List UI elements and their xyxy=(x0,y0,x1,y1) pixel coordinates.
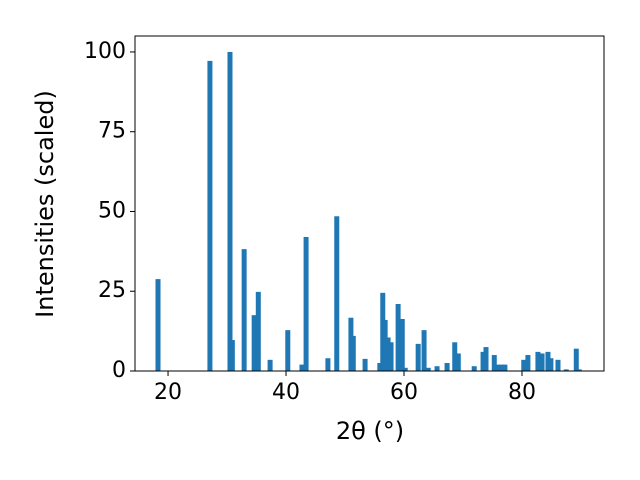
bar xyxy=(251,315,257,371)
y-tick-label: 75 xyxy=(98,119,126,144)
y-tick-label: 25 xyxy=(98,278,126,303)
x-tick-label: 80 xyxy=(508,380,536,405)
bar xyxy=(576,369,582,371)
bar xyxy=(388,342,394,371)
y-tick-label: 100 xyxy=(84,39,126,64)
bar xyxy=(207,60,213,372)
bar xyxy=(483,347,489,371)
bar xyxy=(573,348,579,371)
y-tick-label: 50 xyxy=(98,198,126,223)
bar xyxy=(267,359,273,371)
bar xyxy=(415,343,421,371)
bar xyxy=(399,318,405,371)
y-axis-label: Intensities (scaled) xyxy=(31,90,59,318)
bar xyxy=(452,342,458,371)
bar xyxy=(155,279,161,371)
bar xyxy=(382,319,388,371)
bar xyxy=(535,351,541,371)
bar xyxy=(434,366,440,371)
bar xyxy=(350,335,356,371)
x-tick-label: 60 xyxy=(390,380,418,405)
bar xyxy=(255,291,261,371)
bar xyxy=(299,364,305,371)
bar xyxy=(334,216,340,371)
bar xyxy=(502,364,508,371)
bar xyxy=(499,364,505,371)
bar xyxy=(402,367,408,371)
bar xyxy=(563,369,569,371)
x-tick-label: 20 xyxy=(154,380,182,405)
bar xyxy=(539,353,545,371)
bar xyxy=(491,355,497,371)
y-tick-label: 0 xyxy=(112,358,126,383)
bar xyxy=(555,359,561,371)
bar xyxy=(241,249,247,371)
bar xyxy=(285,330,291,371)
bar xyxy=(521,359,527,371)
bar xyxy=(545,351,551,371)
bar xyxy=(480,351,486,371)
bar xyxy=(444,363,450,371)
bar xyxy=(227,51,233,371)
bar xyxy=(303,237,309,371)
x-axis-label: 2θ (°) xyxy=(336,417,404,445)
bar xyxy=(229,340,235,371)
bar xyxy=(385,337,391,371)
bar xyxy=(395,304,401,371)
bar xyxy=(548,358,554,371)
bar xyxy=(471,366,477,371)
bar xyxy=(377,363,383,371)
bar xyxy=(425,367,431,371)
bar xyxy=(495,364,501,371)
bar xyxy=(525,355,531,371)
bar xyxy=(362,358,368,371)
plot-frame xyxy=(134,35,605,372)
bar xyxy=(455,353,461,371)
bar xyxy=(325,358,331,371)
x-tick-label: 40 xyxy=(272,380,300,405)
bar xyxy=(421,330,427,371)
